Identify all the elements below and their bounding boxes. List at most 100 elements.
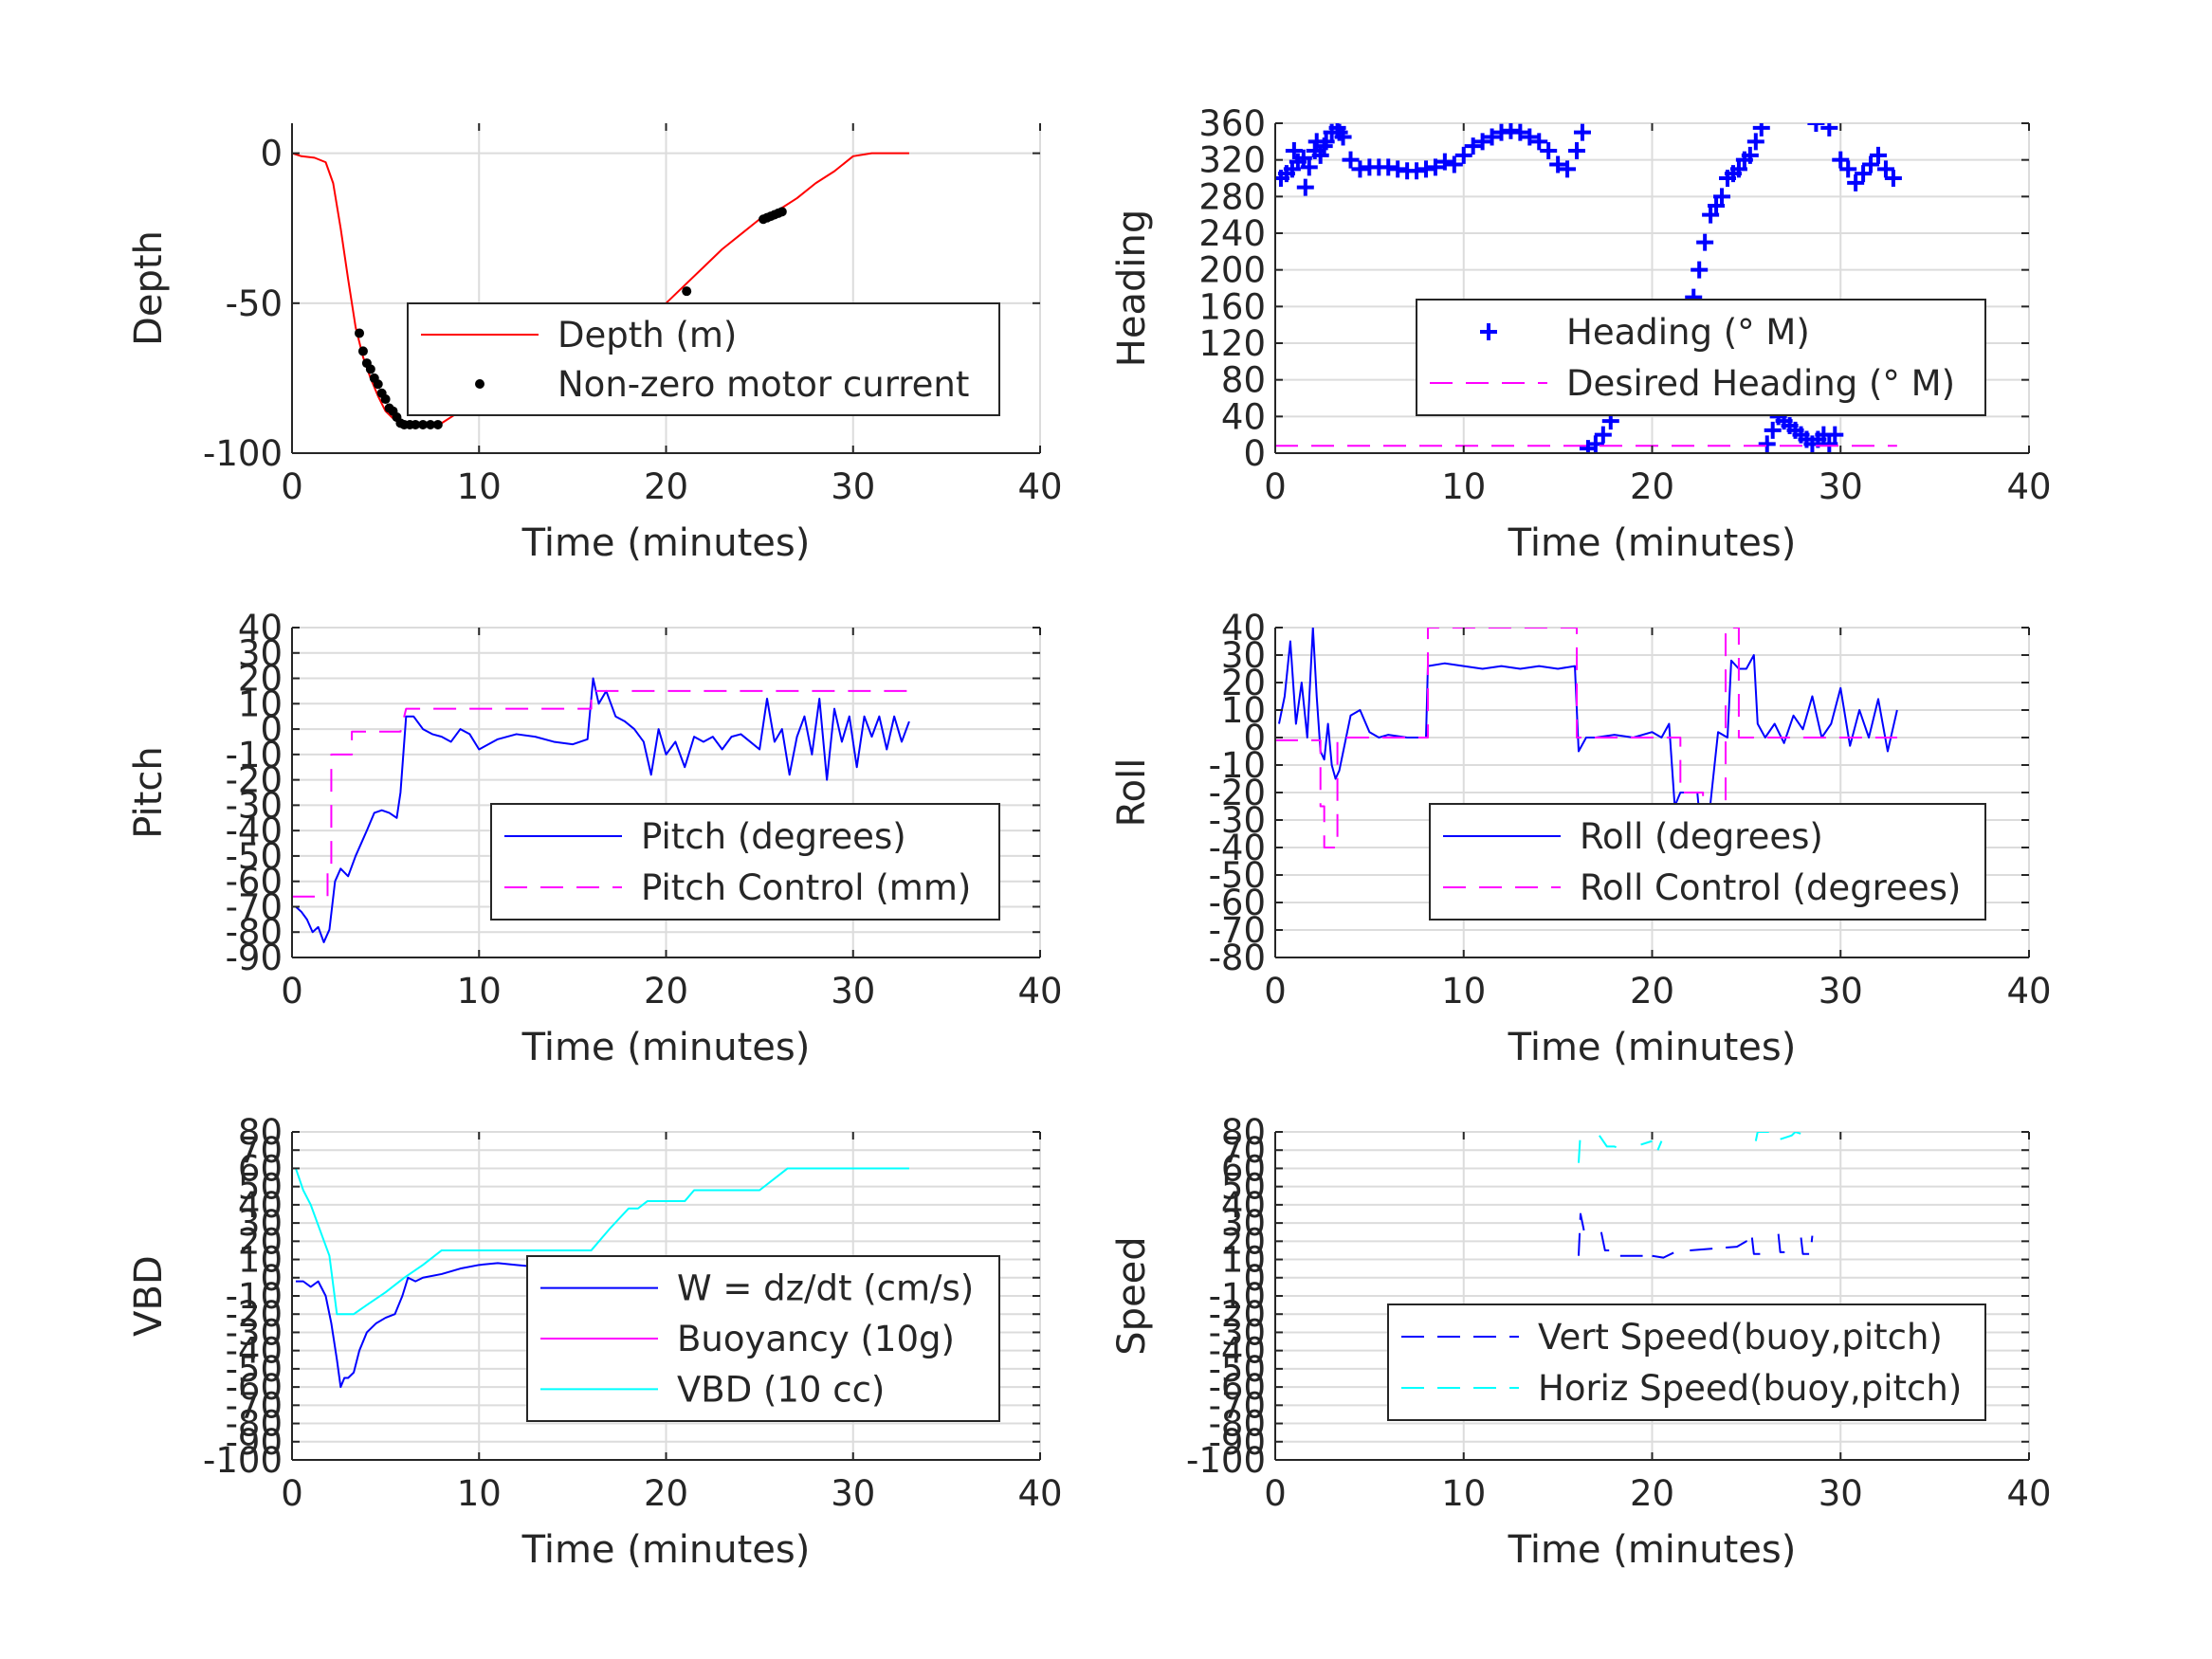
data-point — [1586, 435, 1604, 453]
x-tick-label: 20 — [1630, 1473, 1674, 1514]
data-point — [1752, 123, 1770, 137]
y-tick-label: 30 — [238, 633, 283, 674]
legend-box — [1429, 803, 1986, 921]
data-point — [1311, 146, 1329, 164]
x-tick-label: 10 — [457, 466, 502, 507]
x-tick-label: 10 — [1441, 1473, 1486, 1514]
y-tick-label: -10 — [226, 1276, 283, 1317]
y-tick-label: -80 — [226, 912, 283, 953]
data-point — [1330, 123, 1348, 141]
x-axis-label: Time (minutes) — [1508, 1528, 1797, 1572]
y-tick-label: 20 — [238, 659, 283, 700]
data-point — [1342, 151, 1360, 169]
y-tick-label: 30 — [1221, 1203, 1266, 1244]
x-axis-label: Time (minutes) — [521, 1026, 811, 1069]
series-1-line — [1690, 1240, 1749, 1251]
series-2-line — [1599, 1135, 1623, 1152]
y-axis-label: Pitch — [127, 746, 171, 838]
y-tick-label: -40 — [1209, 828, 1266, 868]
y-tick-label: -50 — [226, 283, 283, 324]
y-tick-label: -60 — [226, 1367, 283, 1408]
y-tick-label: -50 — [226, 1349, 283, 1390]
data-point — [1296, 178, 1314, 196]
y-tick-label: -20 — [226, 760, 283, 801]
data-point — [1473, 133, 1491, 151]
y-tick-label: 60 — [1221, 1148, 1266, 1189]
data-point — [1862, 155, 1880, 173]
legend: Vert Speed(buoy,pitch) Horiz Speed(buoy,p… — [1387, 1304, 1986, 1421]
x-tick-label: 0 — [1264, 971, 1287, 1012]
y-axis-label: Depth — [127, 230, 171, 346]
x-tick-label: 30 — [831, 1473, 875, 1514]
y-tick-label: -20 — [226, 1294, 283, 1335]
y-tick-label: 10 — [1221, 1240, 1266, 1281]
y-tick-label: -100 — [203, 433, 283, 474]
y-tick-label: 0 — [1243, 718, 1266, 758]
data-point — [1435, 153, 1453, 171]
series-2-line — [1754, 1132, 1769, 1141]
y-tick-label: -60 — [226, 862, 283, 902]
data-point — [1702, 206, 1720, 224]
y-tick-label: 80 — [1221, 360, 1266, 401]
x-axis-label: Time (minutes) — [1508, 521, 1797, 565]
subplot-4: 0 10 20 30 40-80-70-60-50-40-30-20-100102030… — [1110, 608, 2052, 1069]
series-2-line — [1640, 1139, 1653, 1146]
data-point — [682, 286, 692, 297]
legend-marker — [1480, 323, 1497, 340]
plot-area — [1275, 628, 1898, 848]
y-tick-label: -50 — [1209, 855, 1266, 896]
x-tick-label: 30 — [1819, 971, 1863, 1012]
x-tick-label: 20 — [644, 466, 688, 507]
data-point — [1511, 123, 1529, 141]
x-axis-label: Time (minutes) — [1508, 1026, 1797, 1069]
data-point — [777, 207, 787, 217]
subplot-1: 0 10 20 30 40 -100 -50 0 Time (minutes) Depth Dept… — [127, 123, 1063, 565]
data-point — [1764, 421, 1782, 439]
data-point — [1807, 123, 1825, 132]
data-point — [373, 379, 383, 390]
x-tick-label: 20 — [644, 971, 688, 1012]
y-tick-label: 10 — [1221, 690, 1266, 731]
x-tick-label: 30 — [1819, 1473, 1863, 1514]
series-2-line — [1656, 1140, 1663, 1151]
data-point — [1426, 158, 1444, 176]
data-point — [355, 328, 365, 338]
y-tick-label: -70 — [226, 1385, 283, 1426]
y-tick-label: -10 — [226, 735, 283, 775]
data-point — [1696, 233, 1714, 251]
y-tick-label: 70 — [238, 1130, 283, 1171]
legend-label: Pitch Control (mm) — [641, 867, 971, 908]
y-tick-label: -70 — [1209, 910, 1266, 951]
data-point — [1708, 197, 1726, 214]
legend: Depth (m) Non-zero motor current — [407, 302, 1000, 416]
data-point — [1285, 142, 1303, 159]
y-tick-label: -50 — [226, 836, 283, 877]
series-2-line — [1780, 1132, 1807, 1140]
x-tick-label: 0 — [281, 1473, 303, 1514]
plot-area — [292, 677, 910, 943]
legend-label: Heading (° M) — [1566, 312, 1810, 353]
y-tick-label: 200 — [1198, 250, 1266, 291]
subplot-3: 0 10 20 30 40-90-80-70-60-50-40-30-20-100102… — [127, 608, 1063, 1069]
y-tick-label: 40 — [238, 1185, 283, 1226]
y-axis-label: VBD — [127, 1255, 171, 1337]
x-tick-label: 10 — [457, 1473, 502, 1514]
legend-label: Roll (degrees) — [1580, 816, 1823, 857]
x-tick-label: 40 — [2006, 971, 2051, 1012]
x-tick-label: 30 — [1819, 466, 1863, 507]
data-point — [1713, 188, 1731, 206]
data-point — [1832, 151, 1850, 169]
y-tick-label: -40 — [226, 811, 283, 851]
legend-box — [407, 302, 1000, 416]
data-point — [380, 394, 391, 405]
data-point — [411, 419, 421, 429]
data-point — [1870, 146, 1887, 164]
y-tick-label: -20 — [1209, 773, 1266, 813]
data-point — [425, 419, 435, 429]
x-tick-label: 30 — [831, 466, 875, 507]
y-tick-label: 40 — [1221, 396, 1266, 437]
y-tick-label: -40 — [226, 1331, 283, 1372]
series-1-line — [1800, 1235, 1814, 1255]
subplot-6: 0 10 20 30 40-100-90-80-70-60-50-40-30-20-10… — [1110, 1112, 2052, 1572]
data-point — [1691, 261, 1709, 279]
